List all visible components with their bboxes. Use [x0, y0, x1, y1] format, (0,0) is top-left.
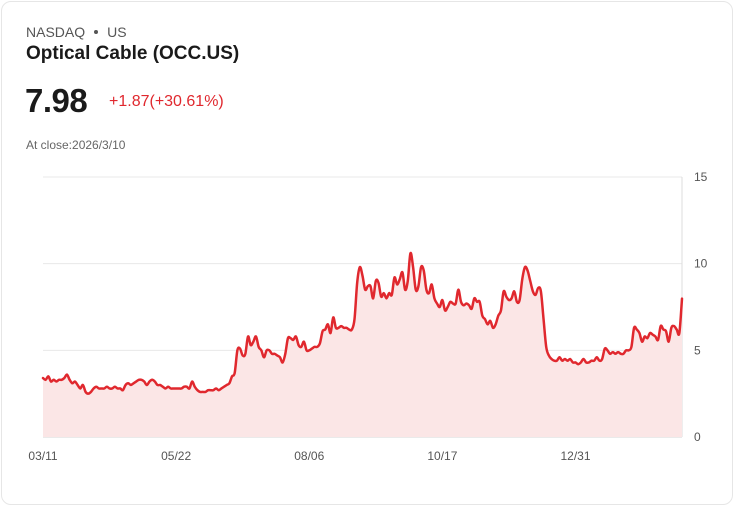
x-tick-label: 05/22 [161, 449, 191, 463]
y-tick-label: 0 [694, 430, 701, 444]
close-date: 2026/3/10 [72, 138, 126, 152]
stock-price: 7.98 [25, 82, 88, 119]
close-info: At close:2026/3/10 [26, 138, 125, 152]
exchange-info: NASDAQ US [26, 24, 127, 40]
stock-name: Optical Cable (OCC.US) [26, 43, 240, 64]
x-tick-label: 08/06 [294, 449, 324, 463]
close-label: At close: [26, 138, 73, 152]
y-tick-label: 15 [694, 170, 708, 184]
price-area-fill [43, 252, 682, 437]
y-tick-label: 10 [694, 257, 708, 271]
x-tick-label: 03/11 [28, 449, 57, 463]
price-line [41, 251, 684, 395]
separator-dot-icon [94, 30, 99, 34]
exchange-label: NASDAQ [26, 24, 86, 40]
y-tick-label: 5 [694, 343, 701, 357]
price-change: +1.87(+30.61%) [109, 93, 224, 110]
region-label: US [107, 24, 127, 40]
x-tick-label: 12/31 [560, 449, 590, 463]
x-tick-label: 10/17 [427, 449, 457, 463]
